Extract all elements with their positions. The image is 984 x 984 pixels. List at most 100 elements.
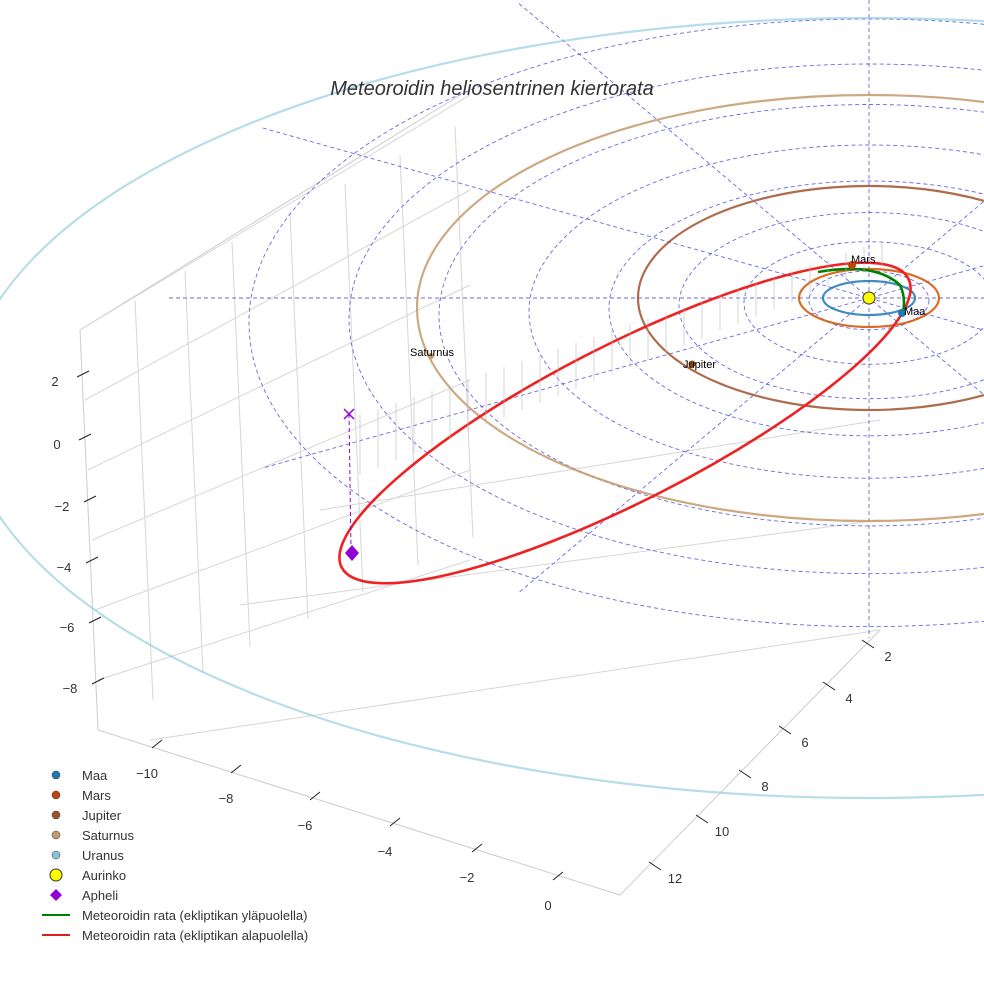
axis-edge xyxy=(79,94,461,331)
y-tick-mark xyxy=(648,861,662,871)
z-tick-mark xyxy=(76,370,90,378)
pane-gridline xyxy=(231,241,251,647)
pane-gridline xyxy=(344,183,364,593)
meteoroid-orbit-above xyxy=(817,267,906,313)
y-tick-mark xyxy=(822,681,836,691)
z-tick-mark xyxy=(88,616,102,624)
pane-gridline xyxy=(239,519,881,606)
maa-marker xyxy=(898,309,906,317)
label-maa: Maa xyxy=(904,306,926,318)
legend-label: Meteoroidin rata (ekliptikan alapuolella… xyxy=(82,928,308,943)
y-tick-mark xyxy=(738,769,752,779)
x-tick-mark xyxy=(389,817,401,827)
y-tick-label: 10 xyxy=(715,824,729,839)
pane-gridline xyxy=(319,419,881,511)
pane-gridline xyxy=(91,379,471,541)
x-tick-label: −4 xyxy=(378,844,393,859)
chart-title: Meteoroidin heliosentrinen kiertorata xyxy=(330,78,654,100)
legend-marker-0 xyxy=(51,770,61,780)
z-tick-mark xyxy=(83,495,97,503)
aphelion-projection xyxy=(348,413,352,553)
pane-gridline xyxy=(289,212,309,620)
z-tick-mark xyxy=(91,677,105,685)
x-tick-label: 0 xyxy=(544,898,551,913)
pane-gridline xyxy=(184,270,204,674)
pane-gridlines xyxy=(79,94,881,896)
x-tick-mark xyxy=(151,739,163,749)
aphelion-marker xyxy=(345,545,359,561)
z-tick-mark xyxy=(85,556,99,564)
pane-gridline xyxy=(149,629,881,741)
ecliptic-grid-circle xyxy=(248,18,984,627)
legend-label: Aurinko xyxy=(82,868,126,883)
legend-marker-1 xyxy=(51,790,61,800)
axis-edge xyxy=(97,729,621,896)
legend-label: Jupiter xyxy=(82,808,122,823)
legend-label: Saturnus xyxy=(82,828,135,843)
x-tick-label: −6 xyxy=(298,818,313,833)
pane-gridline xyxy=(79,94,471,331)
y-tick-mark xyxy=(778,725,792,735)
ecliptic-grid-circle xyxy=(678,212,984,400)
ecliptic-grid-radial xyxy=(262,127,984,331)
y-tick-label: 2 xyxy=(884,649,891,664)
ecliptic-grid-circle xyxy=(608,180,984,437)
pane-gridline xyxy=(399,154,419,566)
meteoroid-orbit xyxy=(338,241,912,585)
z-tick-mark xyxy=(78,433,92,441)
saturnus-marker xyxy=(428,353,434,359)
z-tick-label: −4 xyxy=(57,560,72,575)
orbit-jupiter xyxy=(636,184,984,412)
mars-marker xyxy=(848,261,856,269)
x-tick-label: −2 xyxy=(460,870,475,885)
pane-gridline xyxy=(84,189,471,401)
x-tick-mark xyxy=(471,843,483,853)
axis-edge xyxy=(619,629,881,896)
legend-marker-3 xyxy=(51,830,61,840)
ecliptic-grid-radial xyxy=(262,265,984,469)
z-tick-label: 2 xyxy=(51,374,58,389)
pane-gridline xyxy=(134,299,154,701)
pane-gridline xyxy=(454,125,474,539)
legend-label: Apheli xyxy=(82,888,118,903)
legend: Maa Mars Jupiter Saturnus Uranus Aurinko Aphel… xyxy=(42,768,308,943)
z-tick-label: −2 xyxy=(55,499,70,514)
aphelion-projection-x-marker xyxy=(343,408,355,420)
x-tick-label: −10 xyxy=(136,766,158,781)
orbit-saturnus xyxy=(416,93,984,523)
legend-marker-4 xyxy=(51,850,61,860)
x-tick-mark xyxy=(552,871,564,881)
legend-marker-2 xyxy=(51,810,61,820)
legend-label: Uranus xyxy=(82,848,124,863)
label-saturnus: Saturnus xyxy=(410,347,455,359)
legend-label: Meteoroidin rata (ekliptikan yläpuolella… xyxy=(82,908,307,923)
y-tick-mark xyxy=(695,814,709,824)
legend-label: Mars xyxy=(82,788,111,803)
y-tick-label: 6 xyxy=(801,735,808,750)
axis-edge xyxy=(79,329,99,731)
z-tick-label: −6 xyxy=(60,620,75,635)
orbit-mars xyxy=(797,267,941,329)
legend-marker-sun xyxy=(49,868,63,882)
axis-ticks: 2 0 −2 −4 −6 −8 −10 −8 −6 −4 −2 0 2 4 6 8 10 12 xyxy=(51,370,892,913)
y-tick-label: 8 xyxy=(761,779,768,794)
sun-marker xyxy=(862,291,876,305)
label-mars: Mars xyxy=(851,254,876,266)
pane-gridline xyxy=(94,469,471,611)
orbit-uranus xyxy=(0,17,984,799)
jupiter-marker xyxy=(688,360,696,368)
pane-gridline xyxy=(87,284,471,471)
markers xyxy=(343,261,906,561)
meteoroid-orbit-below xyxy=(338,261,912,585)
legend-label: Maa xyxy=(82,768,108,783)
x-tick-label: −8 xyxy=(219,791,234,806)
pane-gridline xyxy=(97,559,471,681)
planet-orbits xyxy=(0,17,984,799)
x-tick-mark xyxy=(230,764,242,774)
y-tick-label: 12 xyxy=(668,871,682,886)
y-tick-label: 4 xyxy=(845,691,852,706)
y-tick-mark xyxy=(861,639,875,649)
z-tick-label: 0 xyxy=(53,437,60,452)
